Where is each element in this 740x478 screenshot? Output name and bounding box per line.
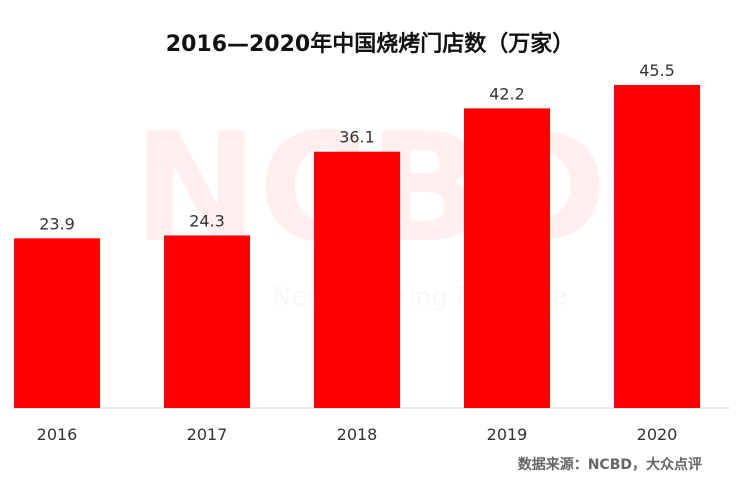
bar-2019	[464, 108, 550, 408]
x-tick-label-2019: 2019	[487, 425, 528, 444]
bars-group	[14, 84, 700, 408]
bar-2016	[14, 238, 100, 408]
source-note: 数据来源：NCBD，大众点评	[517, 457, 702, 473]
value-label-2017: 24.3	[189, 211, 225, 230]
value-label-2020: 45.5	[639, 61, 675, 80]
value-labels-group: 23.9 24.3 36.1 42.2 45.5	[39, 61, 675, 233]
bar-2018	[314, 151, 400, 408]
x-tick-label-2020: 2020	[637, 425, 678, 444]
chart-title: 2016—2020年中国烧烤门店数（万家）	[165, 32, 575, 57]
tick-labels-group: 2016 2017 2018 2019 2020	[37, 425, 678, 444]
x-tick-label-2016: 2016	[37, 425, 78, 444]
x-tick-label-2017: 2017	[187, 425, 228, 444]
bar-2020	[614, 84, 700, 408]
value-label-2016: 23.9	[39, 214, 75, 233]
bar-2017	[164, 235, 250, 408]
value-label-2018: 36.1	[339, 128, 375, 147]
value-label-2019: 42.2	[489, 84, 525, 103]
x-tick-label-2018: 2018	[337, 425, 378, 444]
